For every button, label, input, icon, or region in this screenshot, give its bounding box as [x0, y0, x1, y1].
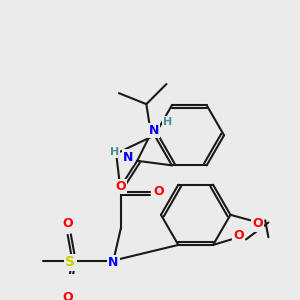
Text: N: N: [123, 151, 133, 164]
Text: N: N: [148, 124, 159, 137]
Text: S: S: [65, 255, 76, 269]
Text: N: N: [108, 256, 118, 269]
Text: O: O: [62, 218, 73, 230]
Text: O: O: [116, 180, 126, 193]
Text: H: H: [110, 147, 119, 157]
Text: O: O: [253, 218, 263, 230]
Text: O: O: [233, 229, 244, 242]
Text: O: O: [154, 185, 164, 199]
Text: H: H: [163, 117, 172, 128]
Text: O: O: [62, 291, 73, 300]
